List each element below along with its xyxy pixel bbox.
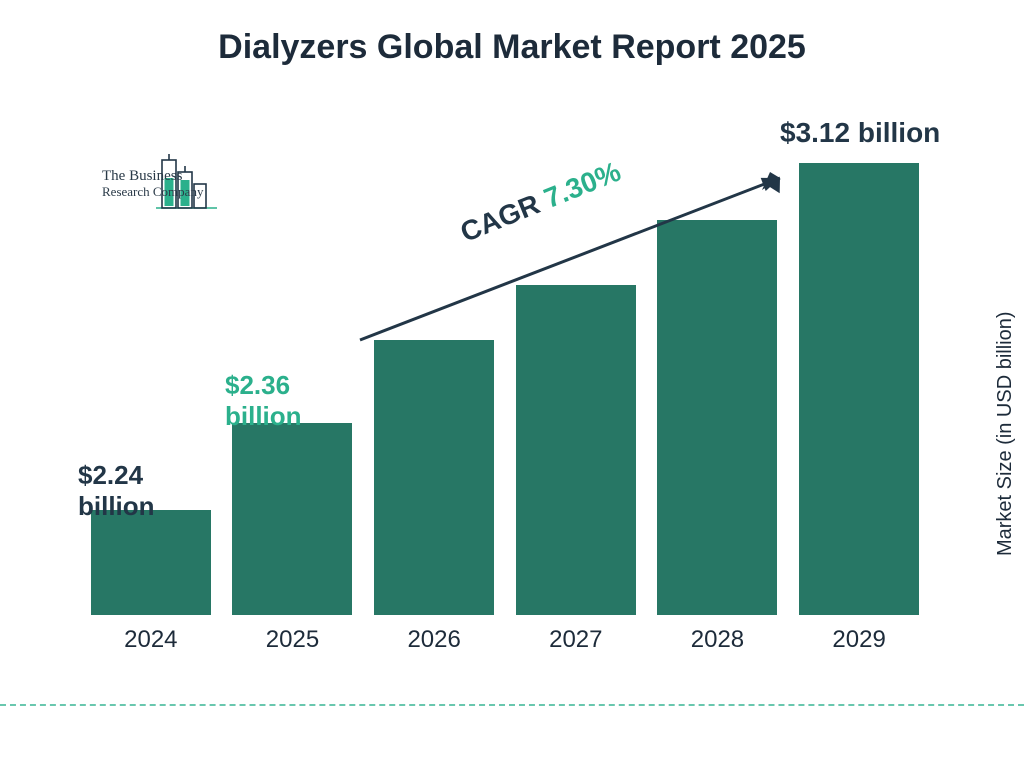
bar-2025 (232, 423, 352, 615)
bottom-divider (0, 704, 1024, 706)
callout-2029: $3.12 billion (780, 116, 940, 150)
bar-2026 (374, 340, 494, 615)
arrow-head-icon (350, 170, 810, 350)
callout-2024: $2.24 billion (78, 460, 188, 522)
callout-2025: $2.36 billion (225, 370, 335, 432)
xlabel-1: 2025 (232, 620, 352, 654)
callout-2025-value: $2.36 (225, 370, 290, 400)
x-axis-labels: 2024 2025 2026 2027 2028 2029 (80, 620, 930, 660)
xlabel-2: 2026 (374, 620, 494, 654)
cagr-annotation: CAGR 7.30% (350, 170, 810, 350)
xlabel-4: 2028 (657, 620, 777, 654)
y-axis-label: Market Size (in USD billion) (995, 312, 1018, 557)
callout-2024-unit: billion (78, 491, 155, 521)
callout-2024-value: $2.24 (78, 460, 143, 490)
page-title: Dialyzers Global Market Report 2025 (0, 0, 1024, 67)
bar-2024 (91, 510, 211, 615)
callout-2025-unit: billion (225, 401, 302, 431)
xlabel-0: 2024 (91, 620, 211, 654)
xlabel-5: 2029 (799, 620, 919, 654)
bar-2029 (799, 163, 919, 615)
xlabel-3: 2027 (516, 620, 636, 654)
